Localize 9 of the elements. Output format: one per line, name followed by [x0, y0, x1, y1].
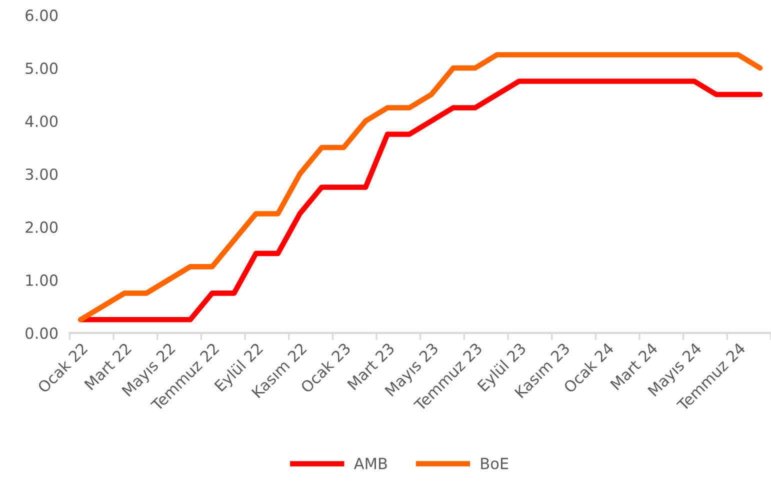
y-tick-label: 1.00 [26, 274, 58, 286]
y-tick-label: 2.00 [26, 221, 58, 233]
legend-label: BoE [481, 458, 508, 470]
legend-label: AMB [354, 458, 387, 470]
y-tick-label: 6.00 [26, 10, 58, 22]
y-tick-label: 0.00 [26, 327, 58, 339]
y-tick-label: 5.00 [26, 62, 58, 74]
y-tick-label: 3.00 [26, 168, 58, 180]
y-tick-label: 4.00 [25, 115, 58, 128]
